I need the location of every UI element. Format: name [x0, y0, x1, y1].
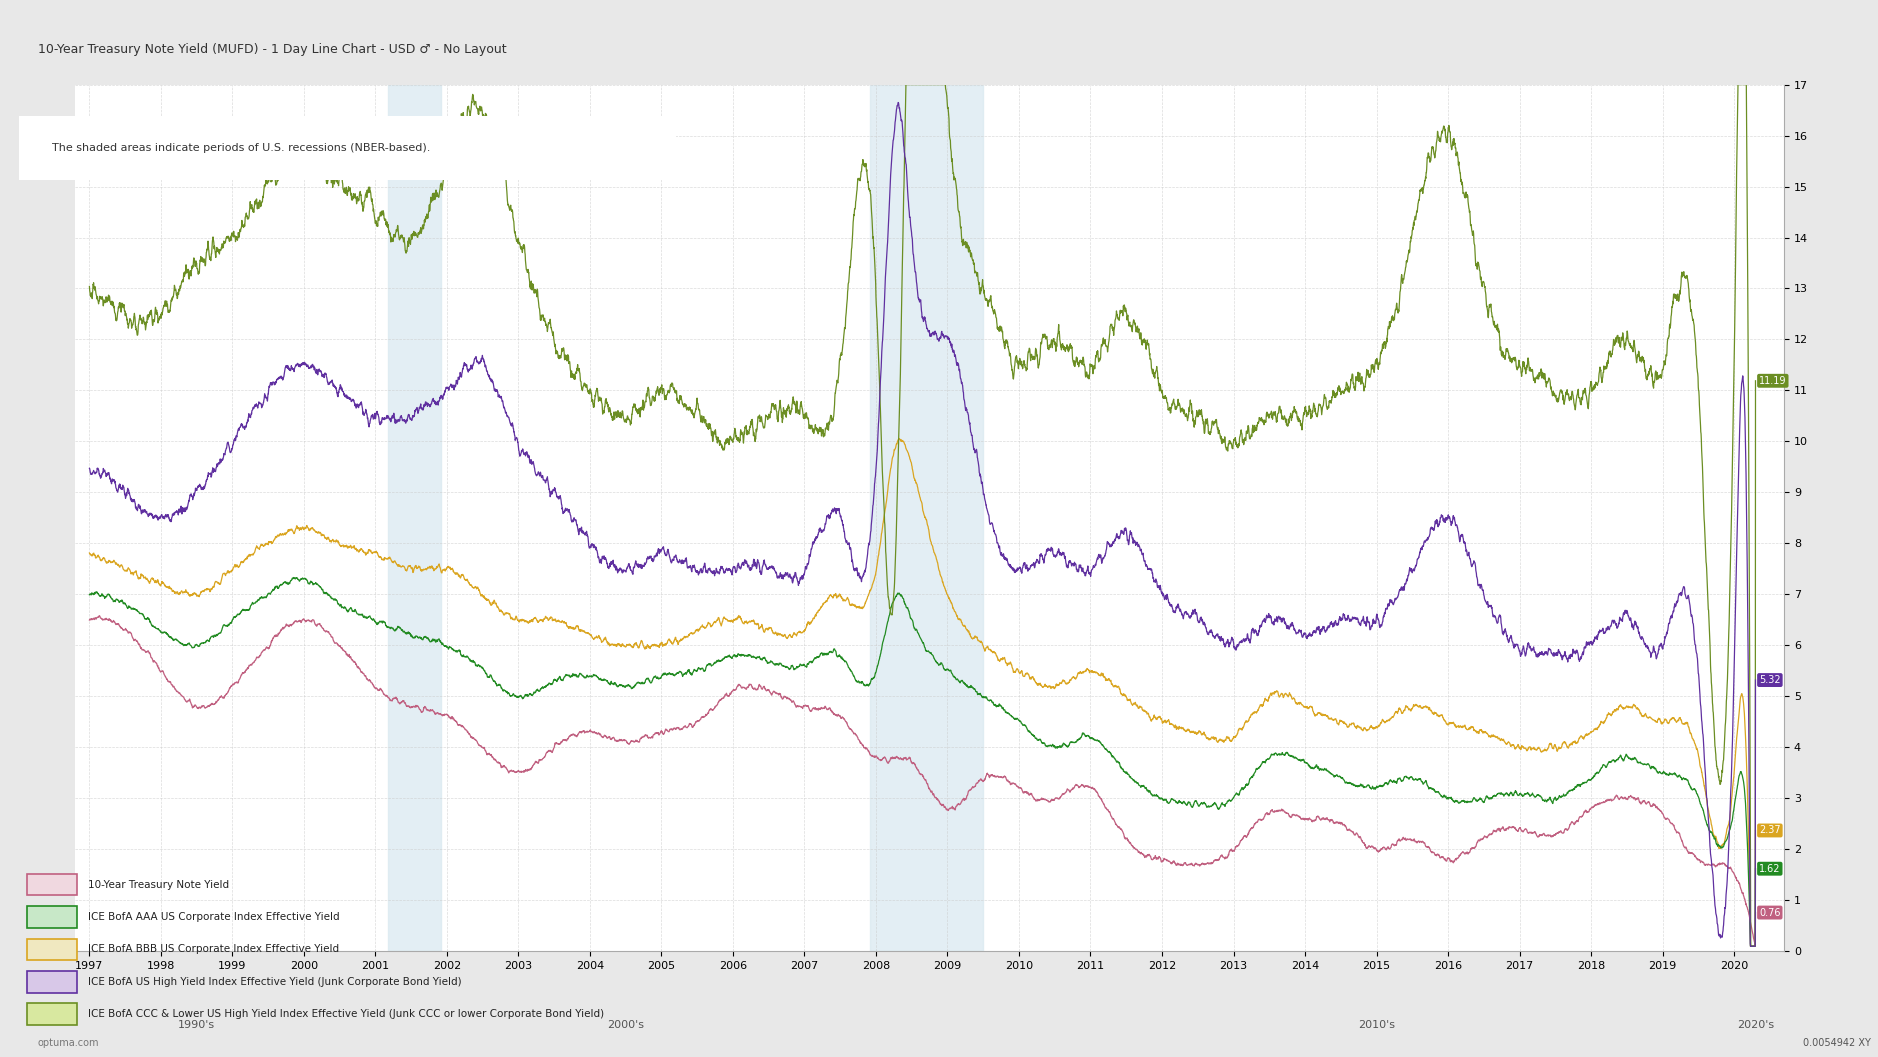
- Text: The shaded areas indicate periods of U.S. recessions (NBER-based).: The shaded areas indicate periods of U.S…: [53, 143, 430, 153]
- Text: ICE BofA AAA US Corporate Index Effective Yield: ICE BofA AAA US Corporate Index Effectiv…: [88, 912, 340, 922]
- Text: ICE BofA BBB US Corporate Index Effective Yield: ICE BofA BBB US Corporate Index Effectiv…: [88, 944, 340, 954]
- Bar: [26, 971, 77, 993]
- Bar: [26, 939, 77, 960]
- Bar: [26, 906, 77, 928]
- Text: ICE BofA US High Yield Index Effective Yield (Junk Corporate Bond Yield): ICE BofA US High Yield Index Effective Y…: [88, 977, 462, 987]
- Text: 0.0054942 XY: 0.0054942 XY: [1803, 1038, 1870, 1049]
- Bar: [26, 1003, 77, 1025]
- Bar: [26, 874, 77, 895]
- Text: 2000's: 2000's: [607, 1020, 644, 1031]
- Text: 5.32: 5.32: [1760, 675, 1780, 685]
- Text: 10-Year Treasury Note Yield: 10-Year Treasury Note Yield: [88, 879, 229, 890]
- Bar: [387, 85, 441, 951]
- Text: 0.76: 0.76: [1760, 908, 1780, 917]
- Text: optuma.com: optuma.com: [38, 1038, 100, 1049]
- Text: 10-Year Treasury Note Yield (MUFD) - 1 Day Line Chart - USD ♂ - No Layout: 10-Year Treasury Note Yield (MUFD) - 1 D…: [38, 43, 507, 56]
- Text: 11.19: 11.19: [1760, 376, 1786, 386]
- Text: 1.62: 1.62: [1760, 864, 1780, 874]
- Text: ICE BofA CCC & Lower US High Yield Index Effective Yield (Junk CCC or lower Corp: ICE BofA CCC & Lower US High Yield Index…: [88, 1009, 605, 1019]
- FancyBboxPatch shape: [0, 113, 710, 183]
- Text: 2020's: 2020's: [1737, 1020, 1775, 1031]
- Bar: [870, 85, 984, 951]
- Text: 2.37: 2.37: [1760, 826, 1780, 835]
- Text: 2010's: 2010's: [1358, 1020, 1395, 1031]
- Text: 1990's: 1990's: [178, 1020, 216, 1031]
